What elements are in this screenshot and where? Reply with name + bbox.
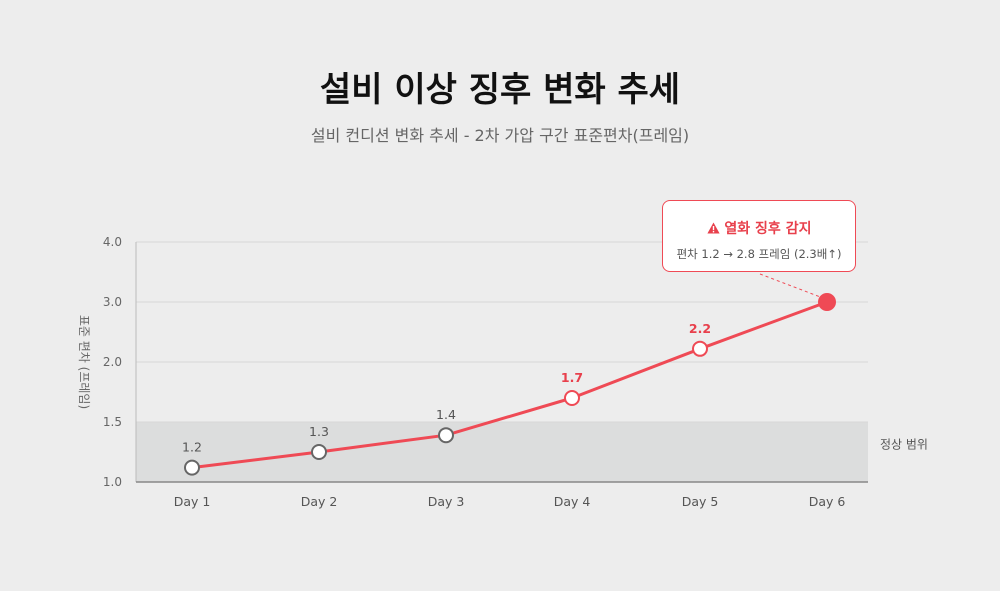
- y-tick-label: 1.5: [103, 415, 122, 429]
- x-tick-label: Day 2: [301, 494, 338, 509]
- degradation-alert-callout: 열화 징후 감지 편차 1.2 → 2.8 프레임 (2.3배↑): [662, 200, 856, 272]
- data-point: [184, 459, 200, 476]
- warning-icon: [706, 222, 720, 234]
- y-tick-label: 3.0: [103, 295, 122, 309]
- x-tick-label: Day 1: [174, 494, 211, 509]
- y-tick-label: 1.0: [103, 475, 122, 489]
- callout-title: 열화 징후 감지: [724, 221, 812, 237]
- callout-detail: 편차 1.2 → 2.8 프레임 (2.3배↑): [676, 247, 842, 261]
- data-points: [184, 293, 836, 476]
- chart-subtitle: 설비 컨디션 변화 추세 - 2차 가압 구간 표준편차(프레임): [310, 126, 690, 145]
- data-point: [818, 293, 836, 311]
- x-tick-label: Day 4: [554, 494, 591, 509]
- data-point: [438, 427, 454, 444]
- data-point: [311, 444, 327, 460]
- data-label: 1.3: [309, 424, 329, 439]
- normal-range-band: [136, 422, 868, 482]
- y-axis-label: 표준 편차 (프레임): [77, 315, 91, 409]
- data-label: 1.7: [561, 370, 583, 385]
- x-tick-label: Day 3: [428, 494, 465, 509]
- data-point: [564, 390, 580, 406]
- y-axis-ticks: 1.0 1.5 2.0 3.0 4.0: [103, 235, 122, 489]
- data-labels: 1.2 1.3 1.4 1.7 2.2: [182, 321, 711, 455]
- x-tick-label: Day 5: [682, 494, 719, 509]
- x-tick-label: Day 6: [809, 494, 846, 509]
- y-tick-label: 2.0: [103, 355, 122, 369]
- data-label: 2.2: [689, 321, 711, 336]
- data-point: [692, 340, 708, 357]
- data-label: 1.2: [182, 440, 202, 455]
- series-line: [191, 300, 828, 470]
- y-tick-label: 4.0: [103, 235, 122, 249]
- data-label: 1.4: [436, 407, 456, 422]
- x-axis-ticks: Day 1 Day 2 Day 3 Day 4 Day 5 Day 6: [174, 494, 846, 509]
- callout-leader-line: [759, 273, 824, 299]
- normal-range-label: 정상 범위: [880, 437, 928, 451]
- chart-title: 설비 이상 징후 변화 추세: [319, 70, 681, 110]
